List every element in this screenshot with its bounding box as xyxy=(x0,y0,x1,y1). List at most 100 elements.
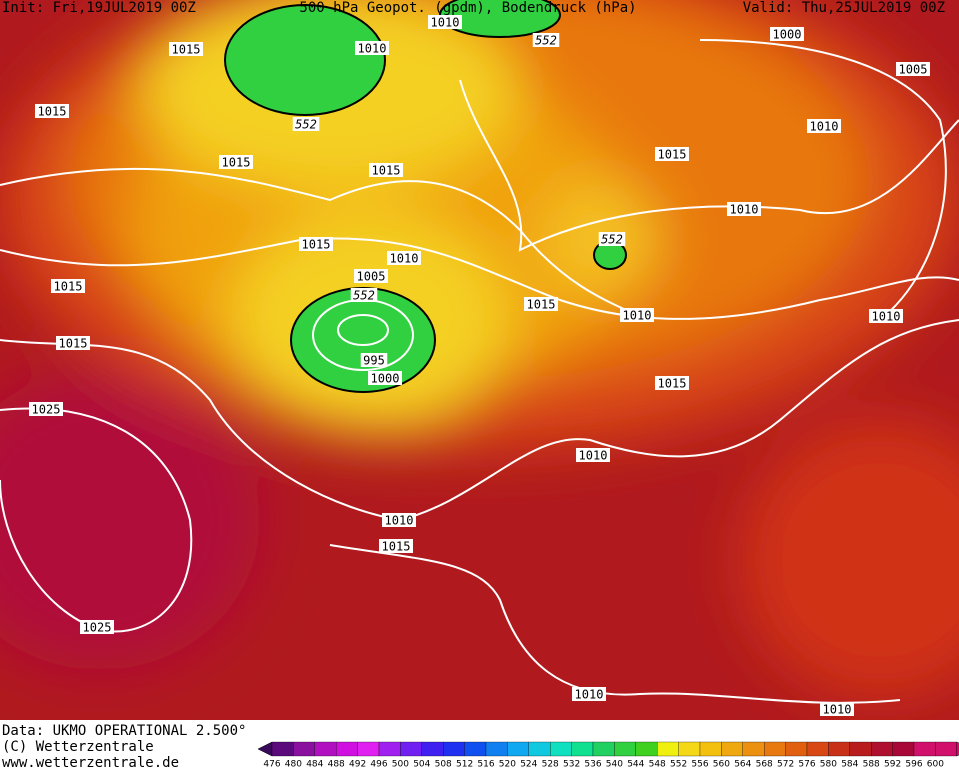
isobar-label-box xyxy=(576,448,610,462)
scale-label: 508 xyxy=(435,760,452,770)
scale-swatch xyxy=(314,741,337,757)
isobar-label: 552 xyxy=(353,289,375,303)
scale-swatch xyxy=(678,741,701,757)
scale-swatch xyxy=(293,741,315,757)
scale-swatch xyxy=(507,741,529,757)
isobar-label-box xyxy=(620,308,654,322)
scale-label: 596 xyxy=(905,760,922,770)
scale-swatch xyxy=(849,741,872,757)
isobar-label: 1010 xyxy=(385,514,414,528)
isobar xyxy=(337,314,389,346)
isobar-label: 1015 xyxy=(54,280,83,294)
isobar xyxy=(329,544,901,704)
isobar-label: 1025 xyxy=(83,621,112,635)
isobar-label-box xyxy=(598,232,626,246)
url: www.wetterzentrale.de xyxy=(2,755,179,770)
isobar-label: 1010 xyxy=(358,42,387,56)
isobar-label-box xyxy=(355,41,389,55)
isobar-label-box xyxy=(387,251,421,265)
scale-swatch xyxy=(892,741,915,757)
scale-swatch xyxy=(657,741,679,757)
isobar-label-box xyxy=(350,288,378,302)
scale-label: 572 xyxy=(777,760,794,770)
scale-swatch xyxy=(336,741,358,757)
copyright: (C) Wetterzentrale xyxy=(2,739,154,755)
isobar xyxy=(699,39,947,321)
scale-label: 552 xyxy=(670,760,687,770)
scale-label: 520 xyxy=(499,760,516,770)
scale-label: 492 xyxy=(349,760,366,770)
isobar-label: 995 xyxy=(363,354,385,368)
scale-label: 560 xyxy=(713,760,730,770)
scale-label: 576 xyxy=(798,760,815,770)
isobar-label: 1010 xyxy=(623,309,652,323)
isobar-label: 552 xyxy=(535,34,557,48)
scale-label: 484 xyxy=(306,760,323,770)
scale-label: 512 xyxy=(456,760,473,770)
scale-label: 488 xyxy=(328,760,345,770)
scale-arrow-left xyxy=(257,741,273,757)
scale-swatch xyxy=(764,741,786,757)
scale-label: 516 xyxy=(477,760,494,770)
scale-label: 528 xyxy=(542,760,559,770)
isobar-label-box xyxy=(428,15,462,29)
isobar-label-box xyxy=(869,309,903,323)
scale-swatch xyxy=(614,741,636,757)
scale-swatch xyxy=(635,741,658,757)
isobar-label-box xyxy=(219,155,253,169)
scale-label: 544 xyxy=(627,760,644,770)
scale-swatch xyxy=(806,741,829,757)
isobar-label: 1015 xyxy=(302,238,331,252)
scale-label: 568 xyxy=(756,760,773,770)
isobar-label-box xyxy=(360,353,388,367)
isobar-label-box xyxy=(292,117,320,131)
scale-swatch xyxy=(785,741,808,757)
scale-swatch xyxy=(742,741,765,757)
scale-label: 496 xyxy=(370,760,387,770)
isobar-label: 1015 xyxy=(382,540,411,554)
isobar xyxy=(0,237,959,320)
isobar-label: 552 xyxy=(295,118,317,132)
isobar-label-box xyxy=(368,371,402,385)
isobar-label: 1015 xyxy=(372,164,401,178)
data-source: Data: UKMO OPERATIONAL 2.500° xyxy=(2,723,246,739)
map-title: 500 hPa Geopot. (gpdm), Bodendruck (hPa) xyxy=(299,0,636,16)
isobar-label-box xyxy=(369,163,403,177)
scale-label: 600 xyxy=(927,760,944,770)
scale-label: 548 xyxy=(649,760,666,770)
scale-label: 476 xyxy=(263,760,280,770)
isobar-label: 1010 xyxy=(730,203,759,217)
scale-swatch xyxy=(935,741,957,757)
isobar-label: 1005 xyxy=(899,63,928,77)
isobar-label: 1010 xyxy=(579,449,608,463)
scale-swatch xyxy=(721,741,743,757)
isobar-label: 1010 xyxy=(810,120,839,134)
isobar-label-box xyxy=(896,62,930,76)
scale-label: 524 xyxy=(520,760,537,770)
isobar-label-box xyxy=(169,42,203,56)
map xyxy=(0,0,959,720)
isobar-label-box xyxy=(354,269,388,283)
scale-swatch xyxy=(271,741,294,757)
scale-label: 536 xyxy=(584,760,601,770)
isobar-label: 1000 xyxy=(371,372,400,386)
isobar-labels: 1010 1015 1010 552 1000 1005 1015 552 1010 1015 10… xyxy=(29,15,930,717)
scale-swatch xyxy=(571,741,594,757)
isobar-label: 1015 xyxy=(59,337,88,351)
isobar-label: 1010 xyxy=(390,252,419,266)
isobar-label: 1025 xyxy=(32,403,61,417)
scale-swatch xyxy=(464,741,487,757)
isobar-label-box xyxy=(727,202,761,216)
scale-label: 480 xyxy=(285,760,302,770)
isobar-label-box xyxy=(770,27,804,41)
isobar-label: 1015 xyxy=(38,105,67,119)
scale-swatch xyxy=(550,741,572,757)
scale-label: 584 xyxy=(841,760,858,770)
color-scale: 476 480 484 488 492 496 500 504 508 512 516 520 524 5… xyxy=(257,741,959,770)
isobar-label-box xyxy=(299,237,333,251)
valid-time: Valid: Thu,25JUL2019 00Z xyxy=(743,0,945,16)
scale-label: 504 xyxy=(413,760,430,770)
scale-swatch xyxy=(699,741,722,757)
isobar-label-box xyxy=(56,336,90,350)
